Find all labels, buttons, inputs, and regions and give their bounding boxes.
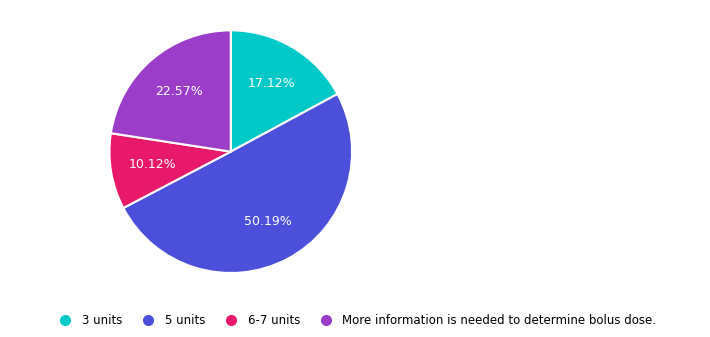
Legend: 3 units, 5 units, 6-7 units, More information is needed to determine bolus dose.: 3 units, 5 units, 6-7 units, More inform… — [50, 311, 660, 331]
Text: 22.57%: 22.57% — [155, 85, 203, 98]
Text: 17.12%: 17.12% — [247, 78, 295, 90]
Wedge shape — [124, 94, 352, 273]
Text: 50.19%: 50.19% — [244, 215, 292, 228]
Text: 10.12%: 10.12% — [129, 158, 177, 171]
Wedge shape — [231, 30, 337, 152]
Wedge shape — [109, 133, 231, 208]
Wedge shape — [111, 30, 231, 152]
